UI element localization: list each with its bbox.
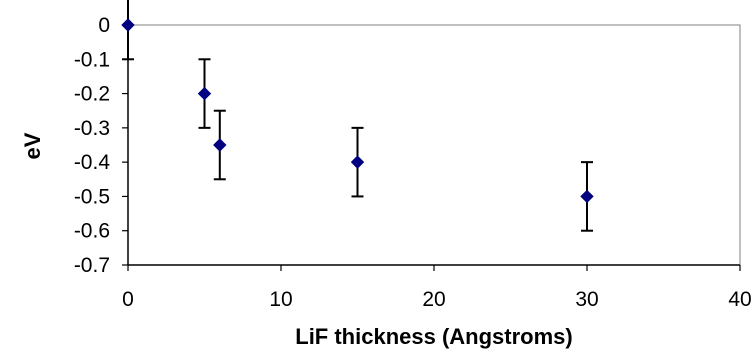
x-tick-label: 40: [728, 288, 751, 311]
data-point: [213, 138, 227, 152]
data-point: [350, 155, 365, 169]
axes: [122, 24, 741, 271]
y-axis-title: eV: [20, 132, 45, 159]
data-point: [197, 86, 212, 101]
x-axis-title: LiF thickness (Angstroms): [295, 324, 572, 349]
y-tick-label: -0.1: [74, 48, 110, 71]
y-tick-label: -0.2: [74, 83, 110, 106]
x-tick-labels: 0 10 20 30 40: [122, 288, 752, 311]
x-tick-label: 0: [122, 288, 134, 311]
x-tick-label: 20: [422, 288, 445, 311]
plot-area: [127, 24, 741, 266]
y-tick-labels: 0 -0.1 -0.2 -0.3 -0.4 -0.5 -0.6 -0.7: [74, 14, 111, 277]
y-tick-label: -0.5: [74, 185, 110, 208]
y-tick-label: -0.6: [74, 220, 110, 243]
data-point: [121, 18, 135, 32]
x-tick-label: 10: [269, 288, 292, 311]
x-tick-label: 30: [575, 288, 598, 311]
y-tick-label: -0.3: [74, 117, 110, 140]
data-point: [580, 189, 594, 204]
y-tick-label: -0.4: [74, 151, 111, 174]
data-points: [121, 18, 594, 204]
y-tick-label: -0.7: [74, 254, 110, 277]
y-tick-label: 0: [98, 14, 110, 37]
